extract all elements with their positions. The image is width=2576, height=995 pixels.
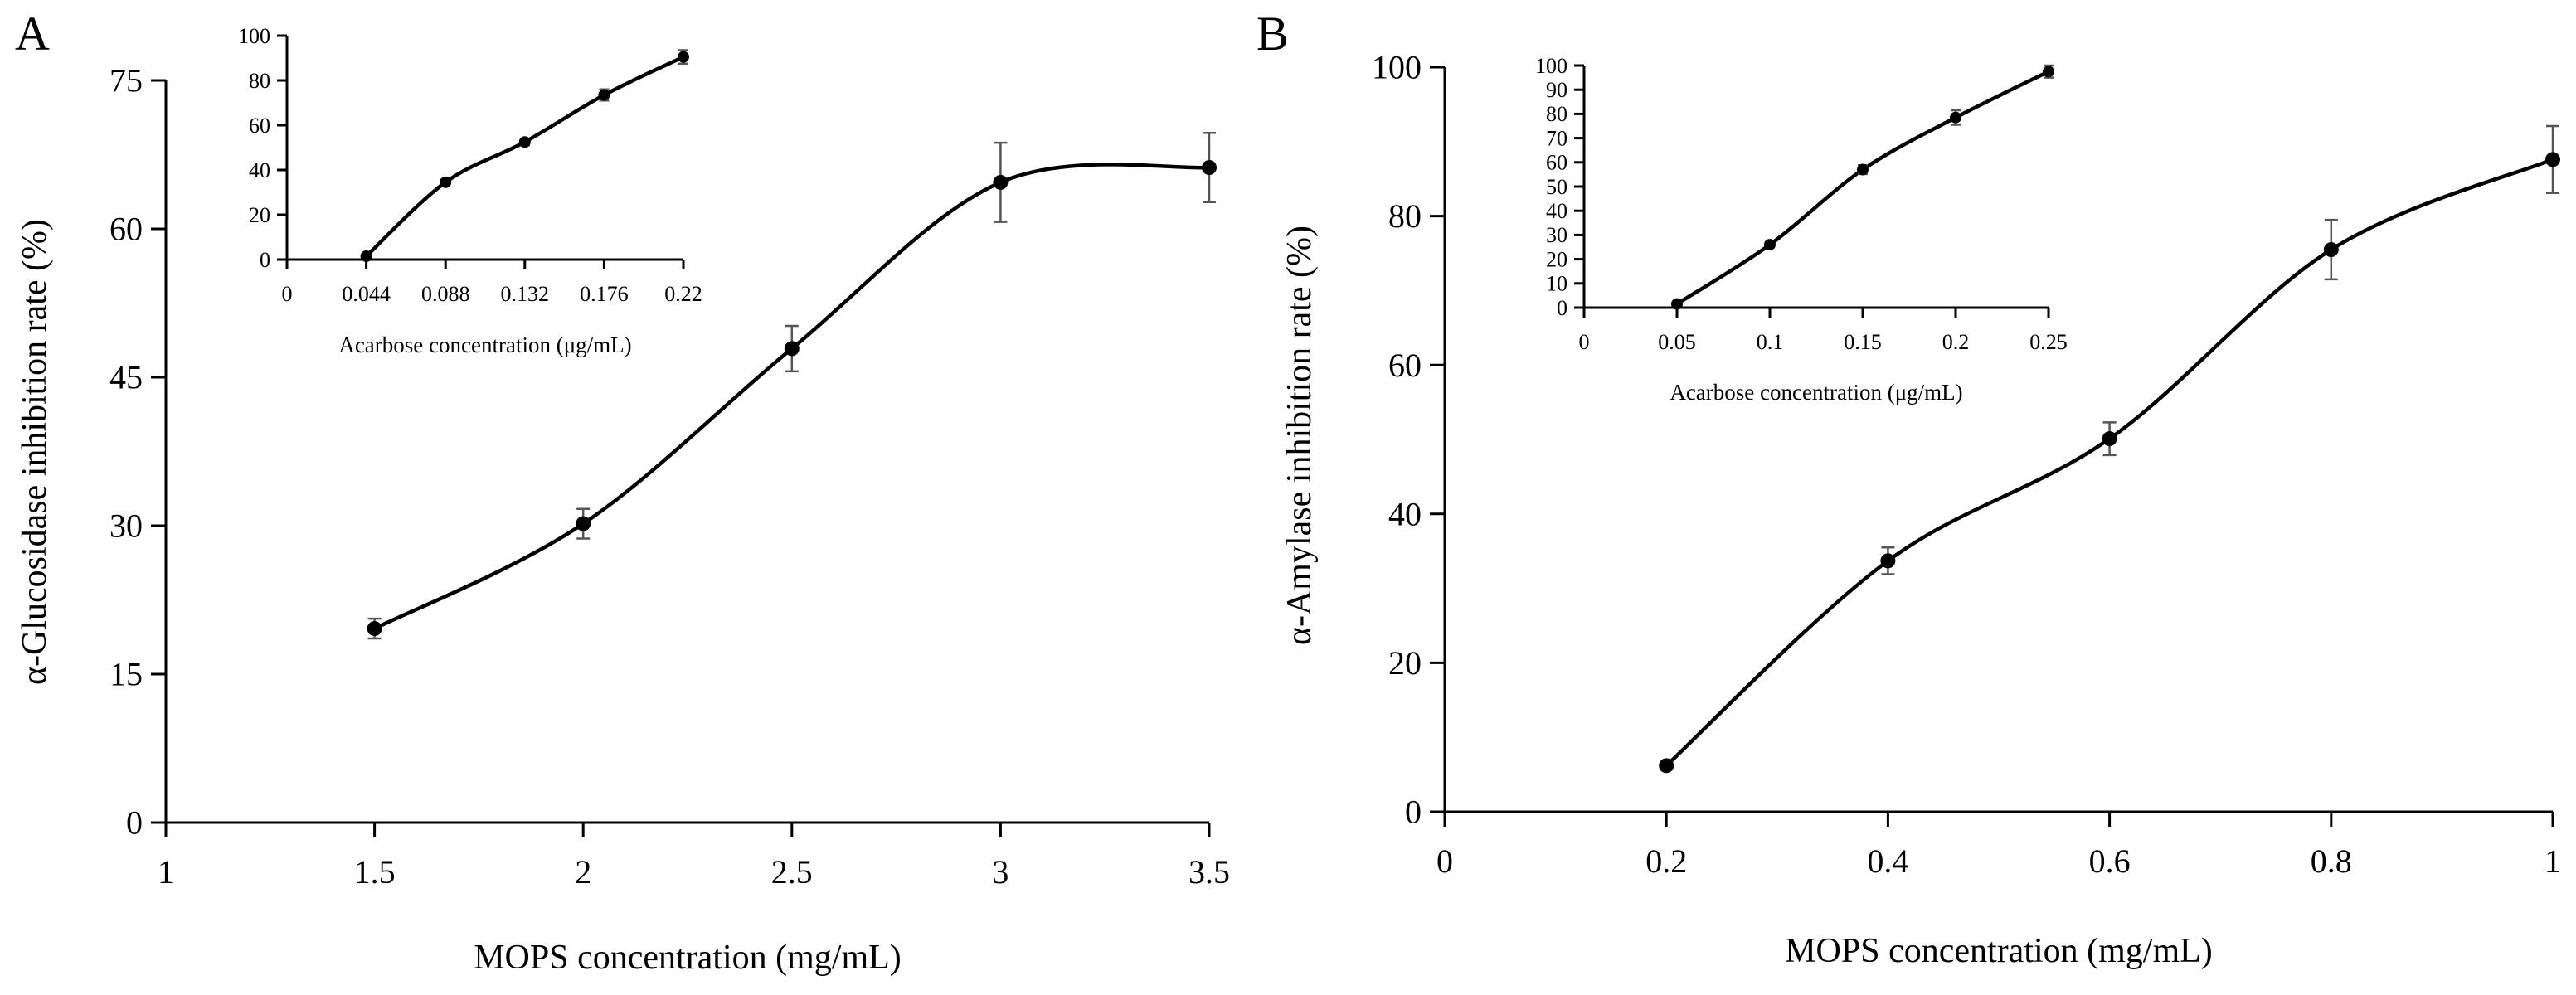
panel-b-main-x-axis-label: MOPS concentration (mg/mL) xyxy=(1785,932,2213,970)
panel-a-inset-y-tick-label: 40 xyxy=(249,158,270,182)
panel-b-inset-y-tick-label: 0 xyxy=(1557,296,1567,320)
panel-b-inset-data-point xyxy=(2043,66,2054,78)
panel-b-main-x-tick-label: 1 xyxy=(2544,842,2561,880)
panel-a-inset-data-point xyxy=(678,51,689,63)
panel-b-main-x-tick-label: 0.4 xyxy=(1867,842,1908,880)
panel-a-main-y-tick-label: 75 xyxy=(109,62,143,100)
panel-b-inset-y-tick-label: 10 xyxy=(1546,272,1567,296)
panel-a-inset-x-tick-label: 0.132 xyxy=(501,282,550,306)
panel-a-main-y-tick-label: 30 xyxy=(109,507,143,545)
panel-a-inset-x-tick-label: 0.22 xyxy=(664,282,702,306)
panel-b-inset-y-tick-label: 70 xyxy=(1546,126,1567,150)
panel-a-inset-y-tick-label: 0 xyxy=(260,248,270,272)
panel-b-inset-y-tick-label: 100 xyxy=(1535,54,1567,78)
panel-a-inset-y-tick-label: 20 xyxy=(249,203,270,227)
panel-b-inset-y-tick-label: 90 xyxy=(1546,78,1567,102)
panel-a-main-x-tick-label: 3 xyxy=(992,853,1009,891)
panel-a-inset-y-tick-label: 60 xyxy=(249,114,270,138)
panel-b-main-y-tick-label: 100 xyxy=(1372,49,1422,86)
panel-a-inset-x-axis-label: Acarbose concentration (μg/mL) xyxy=(338,332,631,357)
panel-b-inset-y-tick-label: 60 xyxy=(1546,151,1567,175)
panel-b-inset-y-tick-label: 20 xyxy=(1546,247,1567,271)
panel-a-inset-plot: 0 0.044 0.088 0.132 0.176 0.22 0 20 40 60 80 100 Aca… xyxy=(238,24,702,357)
panel-b-main-series-line xyxy=(1665,158,2554,767)
panel-a-main-y-tick-label: 15 xyxy=(109,656,143,693)
panel-b-inset-data-point xyxy=(1950,111,1961,124)
panel-b-main-data-point xyxy=(2545,152,2560,167)
panel-a-main-x-tick-label: 3.5 xyxy=(1188,853,1230,891)
panel-b-inset-series-line xyxy=(1675,70,2049,306)
panel-a-inset-data-point xyxy=(440,176,452,188)
panel-a-main-x-tick-label: 1 xyxy=(158,853,174,891)
panel-b-inset-data-point xyxy=(1671,298,1683,310)
panel-b-main-y-tick-label: 20 xyxy=(1388,644,1422,682)
panel-a-inset-x-tick-label: 0.176 xyxy=(580,282,629,306)
panel-a-inset-data-point xyxy=(360,250,372,262)
panel-b-inset-x-tick-label: 0.25 xyxy=(2029,330,2068,354)
panel-a-inset-x-tick-label: 0 xyxy=(282,282,293,306)
panel-b-inset-y-tick-label: 30 xyxy=(1546,223,1567,247)
panel-a-main-data-point xyxy=(367,621,382,637)
panel-a-main-data-point xyxy=(993,174,1009,190)
panel-a-inset-x-tick-label: 0.044 xyxy=(342,282,391,306)
panel-a-inset-data-point xyxy=(518,136,531,148)
panel-a-main-x-tick-label: 1.5 xyxy=(354,853,396,891)
panel-b-inset-x-axis-label: Acarbose concentration (μg/mL) xyxy=(1670,380,1962,405)
panel-a-main-data-point xyxy=(576,516,591,531)
panel-b-main-x-tick-label: 0.8 xyxy=(2311,842,2352,880)
panel-a-main-y-tick-label: 0 xyxy=(126,804,143,842)
panel-b-inset-x-tick-label: 0.1 xyxy=(1757,330,1784,354)
panel-b-main-y-tick-label: 80 xyxy=(1388,197,1422,235)
panel-a-main-data-point xyxy=(784,341,800,357)
panel-a-main-plot: 1 1.5 2 2.5 3 3.5 0 15 30 45 60 75 MOPS concentratio… xyxy=(16,62,1230,977)
panel-b-main-y-tick-label: 60 xyxy=(1388,347,1422,384)
panel-b-inset-y-tick-label: 40 xyxy=(1546,199,1567,223)
panel-a-main-y-axis-label: α-Glucosidase inhibition rate (%) xyxy=(16,219,54,685)
panel-a-letter: A xyxy=(15,7,50,61)
panel-b-inset-y-tick-label: 50 xyxy=(1546,175,1567,199)
panel-b-main-y-tick-label: 0 xyxy=(1405,794,1422,831)
panel-b-inset-y-tick-label: 80 xyxy=(1546,102,1567,126)
panel-a-inset-y-tick-label: 100 xyxy=(238,24,270,48)
panel-a-main-series-line xyxy=(373,163,1210,631)
panel-a-main-y-tick-label: 45 xyxy=(109,359,143,396)
panel-b-main-data-point xyxy=(2102,431,2117,447)
panel-b-main-data-point xyxy=(1880,553,1896,569)
panel-a-main-x-tick-label: 2 xyxy=(575,853,591,891)
panel-b-inset-x-tick-label: 0.15 xyxy=(1844,330,1882,354)
panel-b-main-y-axis-label: α-Amylase inhibition rate (%) xyxy=(1281,226,1319,645)
panel-b-inset-x-tick-label: 0.05 xyxy=(1658,330,1696,354)
panel-b-inset-x-tick-label: 0.2 xyxy=(1942,330,1970,354)
panel-b-inset-data-point xyxy=(1857,163,1869,176)
panel-b-inset-plot: 0 0.05 0.1 0.15 0.2 0.25010203040506070809010… xyxy=(1535,54,2068,405)
panel-a-inset-y-tick-label: 80 xyxy=(249,69,270,93)
panel-b-main-data-point xyxy=(2323,242,2339,258)
panel-b-main-data-point xyxy=(1659,758,1674,774)
panel-b-letter: B xyxy=(1256,7,1289,61)
panel-a-main-x-tick-label: 2.5 xyxy=(771,853,813,891)
panel-a-inset-data-point xyxy=(598,89,610,101)
panel-a-main-x-axis-label: MOPS concentration (mg/mL) xyxy=(474,939,902,977)
panel-b-main-x-tick-label: 0 xyxy=(1436,842,1453,880)
panel-a-inset-x-tick-label: 0.088 xyxy=(421,282,470,306)
panel-a-main-data-point xyxy=(1202,160,1217,176)
panel-b-main-x-tick-label: 0.6 xyxy=(2089,842,2131,880)
panel-a-inset-series-line xyxy=(365,55,684,258)
panel-b-main-x-tick-label: 0.2 xyxy=(1645,842,1687,880)
panel-b-main-y-tick-label: 40 xyxy=(1388,495,1422,532)
panel-b-inset-x-tick-label: 0 xyxy=(1579,330,1590,354)
panel-a-main-y-tick-label: 60 xyxy=(109,211,143,248)
panel-b-inset-data-point xyxy=(1764,239,1776,251)
